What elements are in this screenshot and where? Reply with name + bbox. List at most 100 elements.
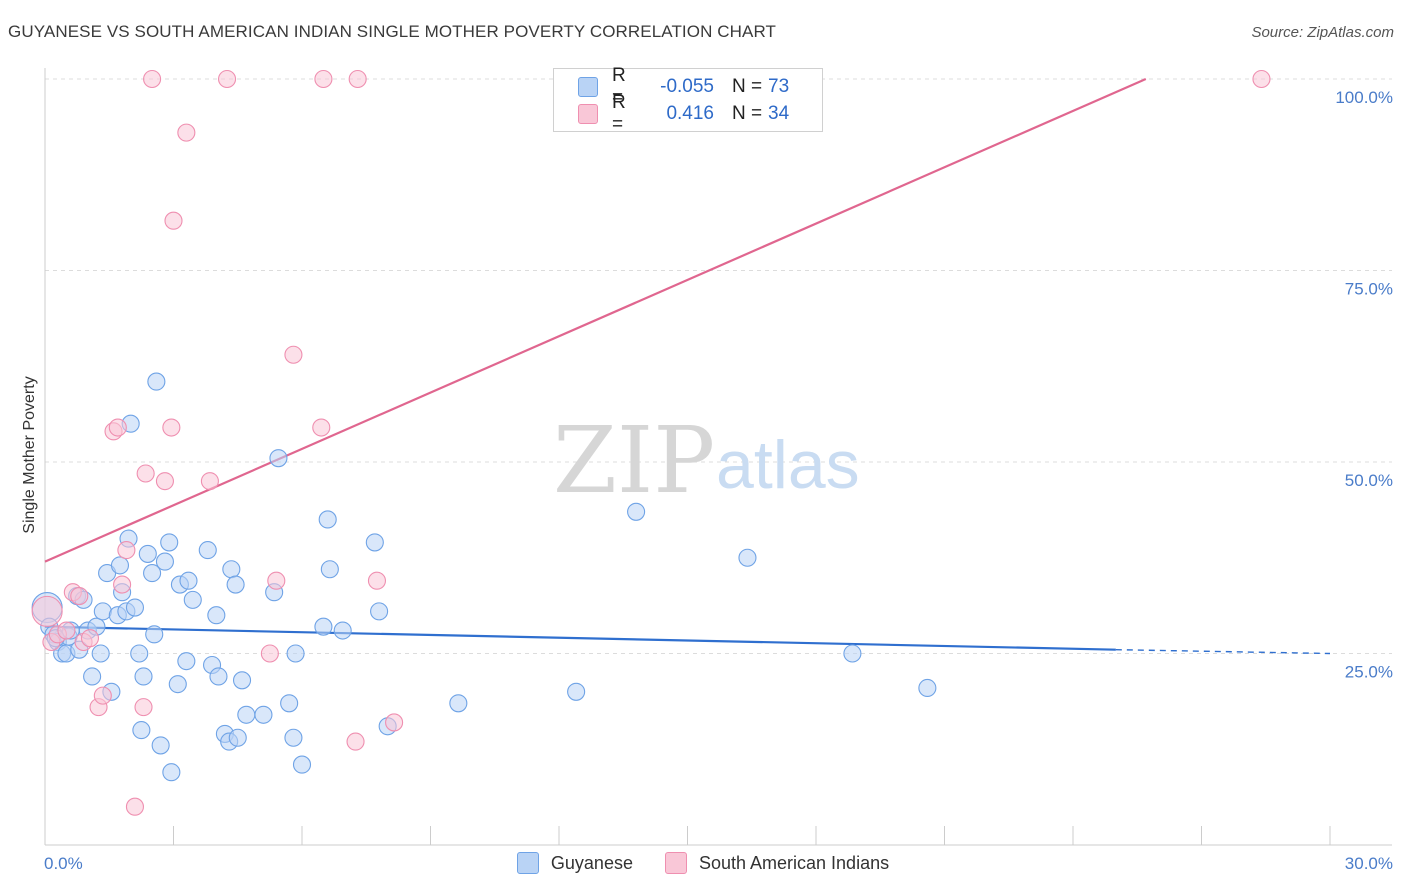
data-point bbox=[198, 541, 217, 560]
trend-line bbox=[44, 77, 1147, 563]
data-point bbox=[333, 621, 352, 640]
data-point bbox=[134, 698, 153, 717]
data-point bbox=[80, 629, 100, 648]
data-point bbox=[110, 556, 130, 575]
data-point bbox=[314, 69, 333, 89]
data-point bbox=[147, 372, 166, 391]
watermark-atlas: atlas bbox=[716, 427, 860, 503]
data-point bbox=[57, 621, 76, 640]
grid-lines bbox=[45, 78, 1392, 654]
x-tick-label: 0.0% bbox=[44, 854, 83, 873]
data-point bbox=[226, 575, 245, 594]
data-point bbox=[312, 418, 331, 437]
data-point bbox=[318, 510, 337, 529]
data-point bbox=[217, 69, 237, 89]
data-point bbox=[385, 713, 404, 732]
data-point bbox=[162, 418, 181, 437]
bottom-legend-south-american-indians: South American Indians bbox=[664, 852, 890, 874]
data-point bbox=[138, 544, 157, 563]
data-point bbox=[162, 763, 181, 782]
x-tick-label: 30.0% bbox=[1345, 854, 1393, 873]
data-point bbox=[117, 541, 136, 560]
tick-labels: 25.0% 50.0% 75.0% 100.0% 0.0% 30.0% bbox=[44, 88, 1393, 873]
y-tick-label: 75.0% bbox=[1345, 280, 1393, 299]
legend-n-label: N = bbox=[732, 76, 763, 97]
data-point bbox=[168, 675, 187, 694]
data-point bbox=[567, 682, 586, 701]
data-point bbox=[70, 586, 89, 606]
data-point bbox=[134, 667, 153, 686]
data-point bbox=[125, 598, 144, 617]
data-point bbox=[125, 797, 144, 816]
bottom-legend-label-south-american-indians: South American Indians bbox=[698, 852, 890, 873]
data-point bbox=[367, 571, 387, 590]
data-point bbox=[370, 602, 389, 621]
data-point bbox=[314, 617, 333, 636]
data-point bbox=[132, 721, 151, 740]
bottom-legend-swatch-guyanese bbox=[516, 852, 539, 874]
legend-r-value: -0.055 bbox=[660, 76, 714, 97]
series-south-american-indians bbox=[31, 69, 1271, 816]
data-point bbox=[254, 705, 273, 724]
data-point bbox=[143, 564, 162, 583]
trend-line-dashed bbox=[1115, 648, 1331, 655]
trend-lines bbox=[44, 77, 1331, 655]
data-point bbox=[365, 533, 384, 552]
legend-n-label: N = bbox=[732, 103, 763, 124]
data-point bbox=[155, 552, 174, 571]
bottom-legend-label-guyanese: Guyanese bbox=[550, 852, 633, 873]
data-point bbox=[155, 472, 174, 491]
data-point bbox=[286, 644, 305, 663]
legend-n-value: 73 bbox=[768, 76, 790, 97]
data-point bbox=[31, 595, 63, 627]
data-point bbox=[160, 533, 179, 552]
data-point bbox=[1252, 69, 1271, 89]
data-point bbox=[209, 667, 228, 686]
data-point bbox=[151, 736, 170, 755]
data-point bbox=[280, 694, 299, 713]
chart-title: GUYANESE VS SOUTH AMERICAN INDIAN SINGLE… bbox=[8, 22, 777, 41]
data-point bbox=[143, 69, 162, 89]
bottom-legend-guyanese: Guyanese bbox=[516, 852, 633, 874]
data-point bbox=[237, 705, 256, 724]
data-point bbox=[292, 755, 312, 774]
data-point bbox=[91, 644, 110, 663]
data-point bbox=[177, 123, 196, 142]
data-point bbox=[183, 590, 202, 609]
data-point bbox=[93, 686, 112, 705]
legend-r-label: R = bbox=[612, 65, 626, 108]
data-point bbox=[627, 502, 646, 521]
data-point bbox=[320, 560, 339, 579]
source-label: Source: ZipAtlas.com bbox=[1251, 24, 1394, 41]
data-point bbox=[738, 548, 757, 567]
data-point bbox=[93, 602, 112, 621]
data-points bbox=[31, 69, 1271, 816]
data-point bbox=[113, 575, 132, 594]
axes bbox=[44, 68, 1392, 846]
legend-n-value: 34 bbox=[768, 103, 790, 124]
y-tick-label: 25.0% bbox=[1345, 663, 1393, 682]
data-point bbox=[228, 728, 247, 747]
legend-swatch-guyanese bbox=[578, 77, 598, 97]
data-point bbox=[843, 644, 862, 663]
data-point bbox=[136, 464, 155, 483]
data-point bbox=[284, 728, 303, 747]
data-point bbox=[260, 644, 279, 663]
data-point bbox=[83, 667, 102, 686]
legend-r-label: R = bbox=[612, 92, 626, 135]
data-point bbox=[269, 449, 288, 468]
watermark-zip: ZIP bbox=[553, 407, 715, 514]
data-point bbox=[130, 644, 149, 663]
data-point bbox=[346, 732, 365, 751]
data-point bbox=[179, 571, 198, 590]
watermark: ZIP atlas bbox=[553, 407, 860, 514]
data-point bbox=[232, 671, 252, 690]
legend-row-south-american-indians: R = 0.416 N = 34 bbox=[578, 92, 790, 135]
data-point bbox=[348, 69, 367, 89]
bottom-legend: Guyanese South American Indians bbox=[0, 852, 1406, 874]
data-point bbox=[164, 211, 183, 230]
data-point bbox=[177, 652, 196, 671]
data-point bbox=[284, 345, 303, 364]
legend: R = -0.055 N = 73 R = 0.416 N = 34 bbox=[553, 65, 823, 135]
